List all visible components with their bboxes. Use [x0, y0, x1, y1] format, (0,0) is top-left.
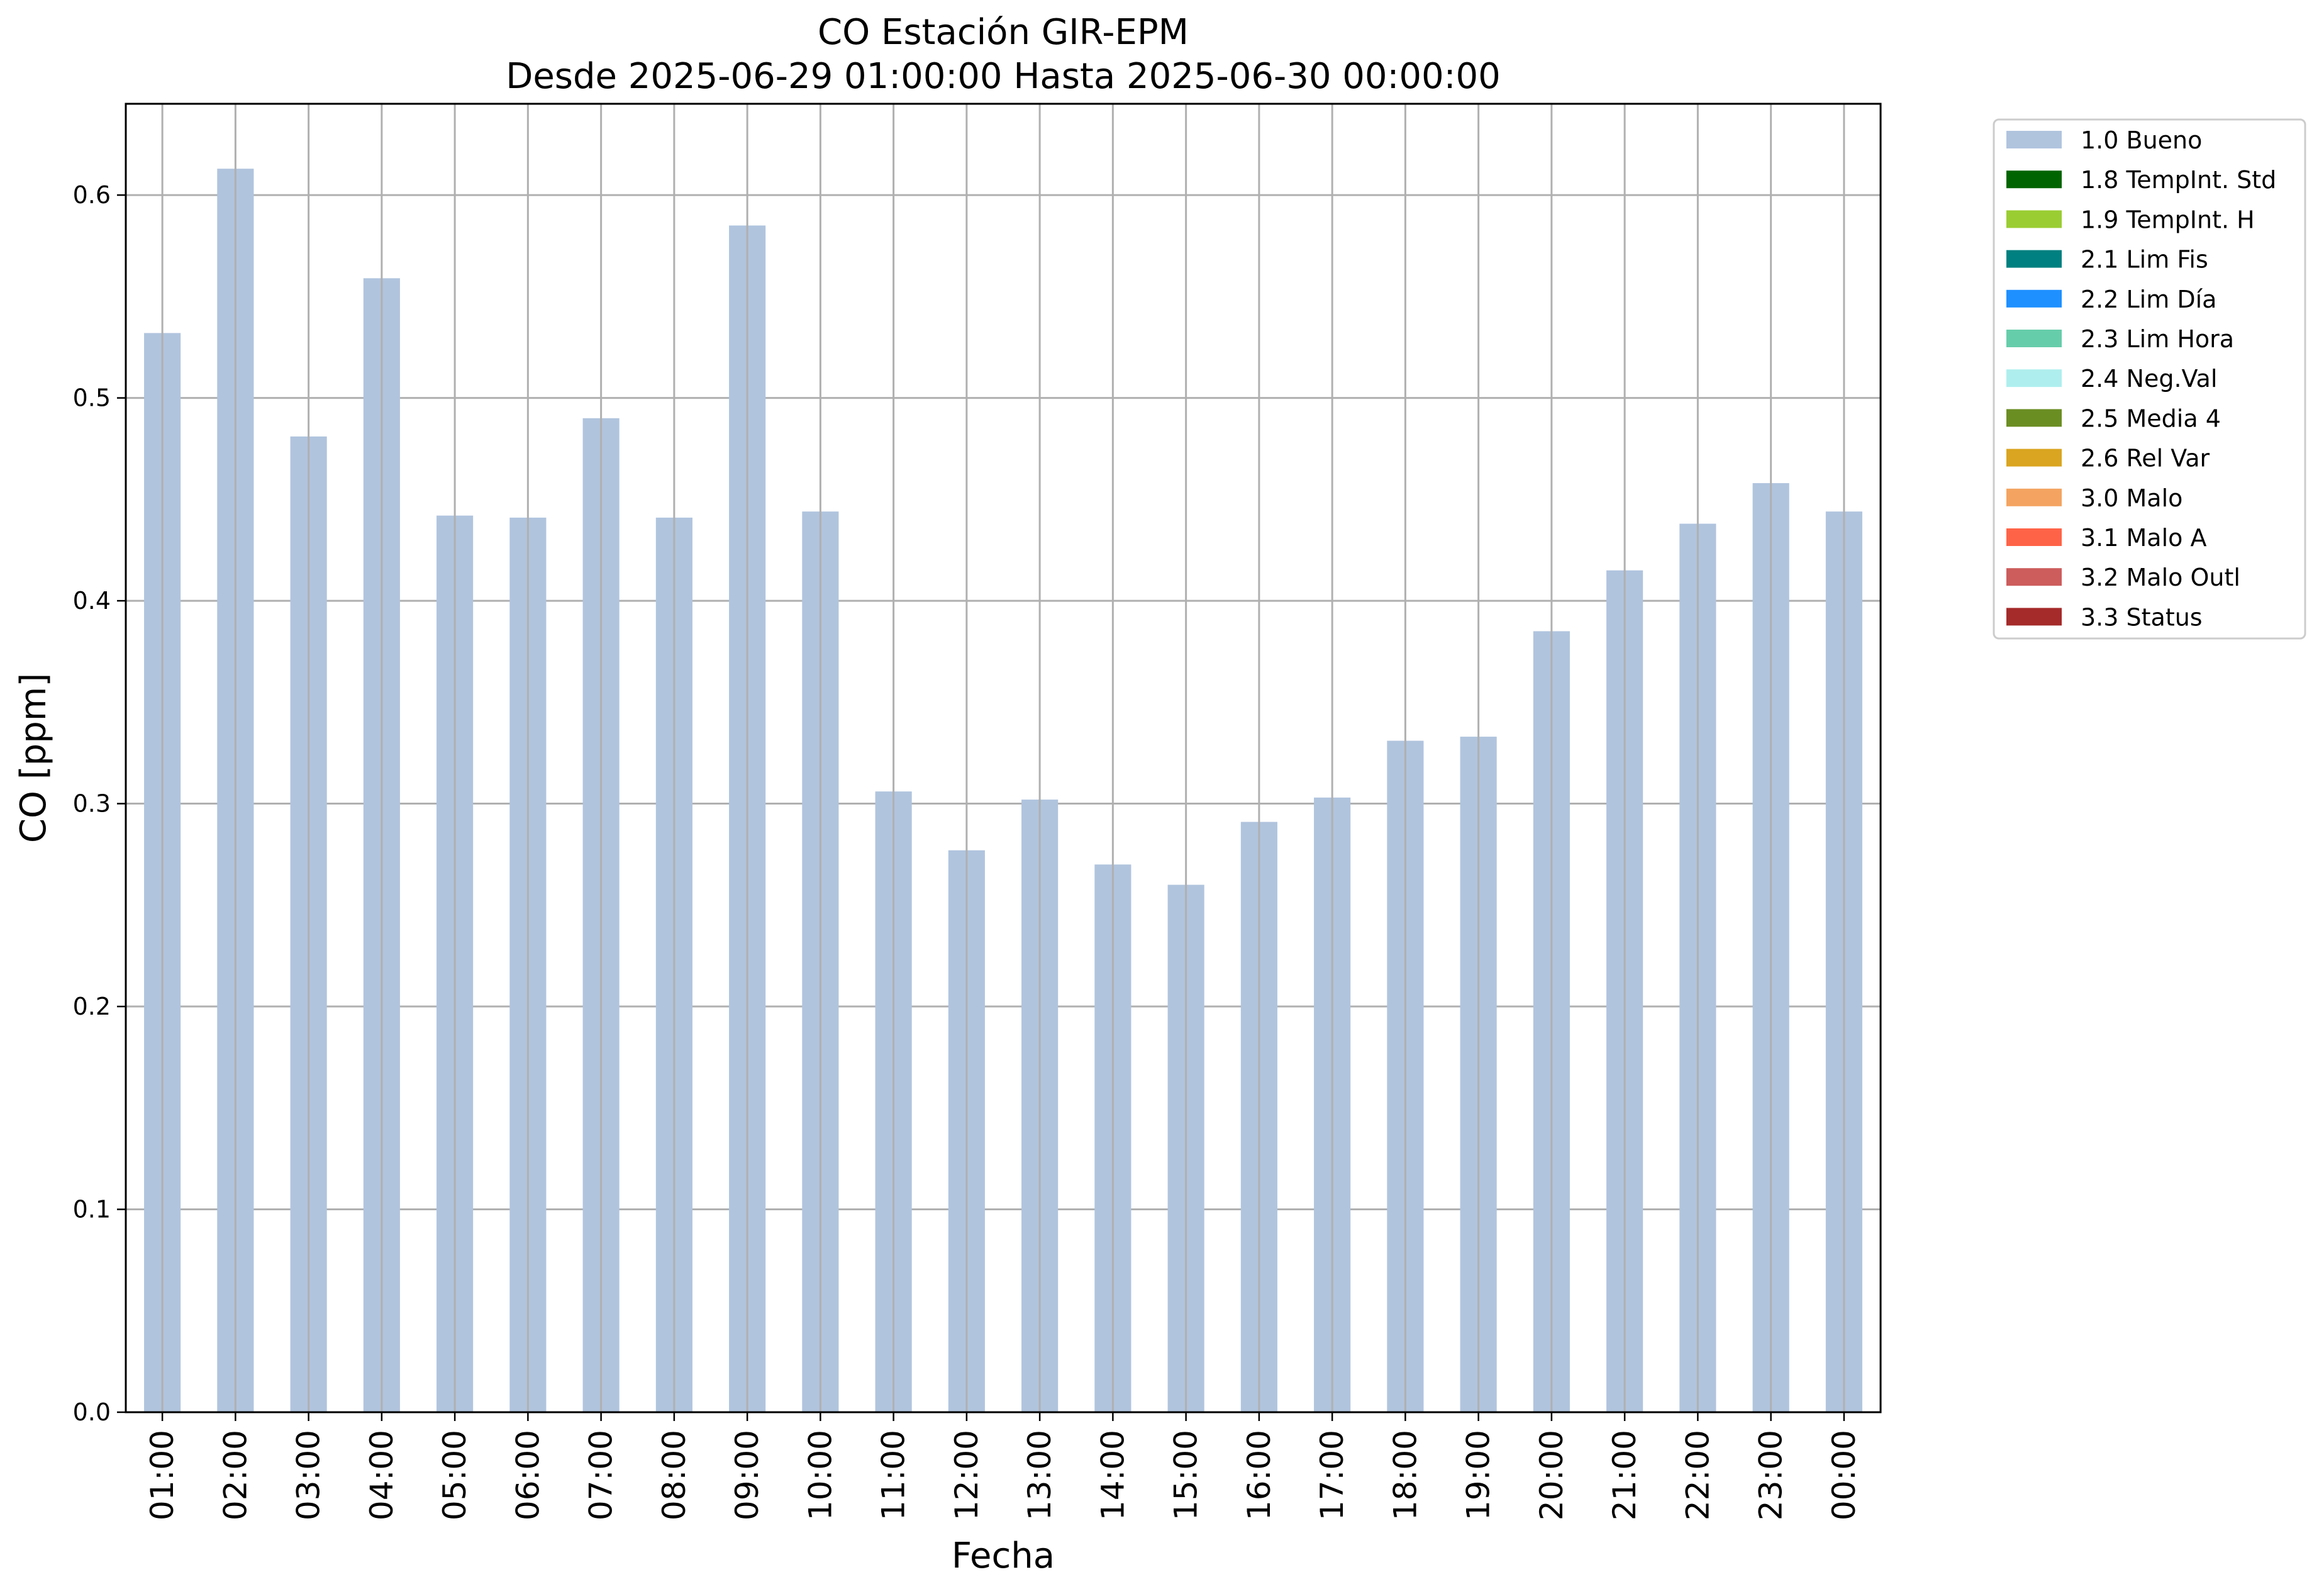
x-tick-label: 03:00 [291, 1430, 327, 1520]
x-tick-label: 22:00 [1679, 1430, 1716, 1520]
x-tick-label: 12:00 [948, 1430, 985, 1520]
x-tick-label: 07:00 [583, 1430, 620, 1520]
x-axis-label: Fecha [952, 1535, 1055, 1576]
legend-label: 2.2 Lim Día [2081, 286, 2216, 313]
legend-label: 3.0 Malo [2081, 484, 2182, 512]
x-axis-ticks: 01:00 02:00 03:00 04:00 05:00 06:00 07:00 08:00… [144, 1412, 1862, 1520]
x-tick-label: 17:00 [1314, 1430, 1350, 1520]
legend-swatch [2006, 608, 2062, 626]
legend-label: 1.9 TempInt. H [2081, 206, 2255, 233]
x-tick-label: 19:00 [1460, 1430, 1497, 1520]
legend-label: 2.3 Lim Hora [2081, 325, 2234, 353]
y-tick-label: 0.4 [73, 587, 111, 615]
vertical-grid-lines [161, 104, 1845, 1412]
legend-swatch [2006, 449, 2062, 467]
legend-label: 3.2 Malo Outl [2081, 564, 2240, 591]
legend-swatch [2006, 250, 2062, 268]
x-tick-label: 02:00 [217, 1430, 253, 1520]
x-tick-label: 14:00 [1094, 1430, 1131, 1520]
bars [144, 169, 1862, 1413]
x-tick-label: 00:00 [1826, 1430, 1862, 1520]
legend-swatch [2006, 170, 2062, 189]
y-tick-label: 0.2 [73, 993, 111, 1020]
legend-label: 2.4 Neg.Val [2081, 365, 2217, 393]
x-tick-label: 05:00 [436, 1430, 473, 1520]
chart-title: CO Estación GIR-EPM [818, 12, 1189, 53]
legend-items: 1.0 Bueno 1.8 TempInt. Std 1.9 TempInt. H 2… [2006, 126, 2276, 631]
chart-subtitle: Desde 2025-06-29 01:00:00 Hasta 2025-06-… [506, 56, 1501, 97]
x-tick-label: 21:00 [1606, 1430, 1643, 1520]
x-tick-label: 08:00 [656, 1430, 692, 1520]
y-tick-label: 0.0 [73, 1398, 111, 1426]
x-tick-label: 13:00 [1021, 1430, 1058, 1520]
x-tick-label: 23:00 [1753, 1430, 1789, 1520]
x-tick-label: 01:00 [144, 1430, 181, 1520]
x-tick-label: 10:00 [802, 1430, 838, 1520]
x-tick-label: 16:00 [1241, 1430, 1277, 1520]
legend-label: 1.0 Bueno [2081, 126, 2202, 154]
x-tick-label: 06:00 [509, 1430, 546, 1520]
legend-swatch [2006, 369, 2062, 387]
legend-swatch [2006, 330, 2062, 347]
x-tick-label: 04:00 [364, 1430, 400, 1520]
y-tick-label: 0.5 [73, 384, 111, 412]
legend-swatch [2006, 528, 2062, 546]
legend-label: 1.8 TempInt. Std [2081, 166, 2276, 194]
legend-swatch [2006, 289, 2062, 308]
x-tick-label: 15:00 [1168, 1430, 1204, 1520]
x-tick-label: 20:00 [1533, 1430, 1570, 1520]
legend-swatch [2006, 210, 2062, 228]
x-tick-label: 11:00 [876, 1430, 912, 1520]
x-tick-label: 09:00 [729, 1430, 765, 1520]
legend-label: 2.1 Lim Fis [2081, 246, 2208, 274]
grid-lines [126, 194, 1881, 1413]
x-tick-label: 18:00 [1387, 1430, 1423, 1520]
legend-label: 2.5 Media 4 [2081, 404, 2221, 432]
legend-swatch [2006, 131, 2062, 148]
legend-box [1993, 118, 2306, 640]
y-tick-label: 0.3 [73, 790, 111, 818]
y-tick-label: 0.6 [73, 181, 111, 209]
legend-label: 2.6 Rel Var [2081, 445, 2210, 472]
legend-swatch [2006, 409, 2062, 427]
legend-swatch [2006, 488, 2062, 506]
legend-label: 3.3 Status [2081, 603, 2203, 631]
plot-frame [125, 103, 1882, 1413]
legend-label: 3.1 Malo A [2081, 524, 2206, 552]
y-axis-label: CO [ppm] [13, 673, 54, 843]
y-axis-ticks: 0.0 0.1 0.2 0.3 0.4 0.5 0.6 [73, 181, 126, 1426]
legend: 1.0 Bueno 1.8 TempInt. Std 1.9 TempInt. H 2… [1993, 118, 2306, 640]
legend-swatch [2006, 568, 2062, 586]
y-tick-label: 0.1 [73, 1196, 111, 1223]
